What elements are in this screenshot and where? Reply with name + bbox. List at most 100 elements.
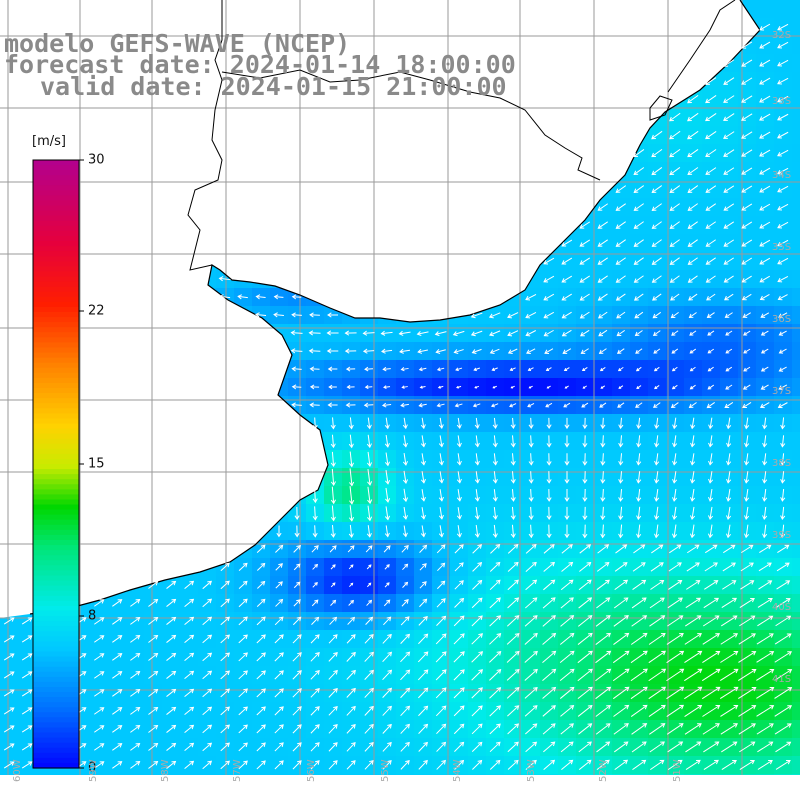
wind-arrow [744,489,750,502]
wind-arrow [684,633,702,645]
wind-arrow [330,434,336,449]
wind-arrow [719,686,739,700]
wind-arrow [741,77,753,85]
colorbar-segment [33,524,79,531]
wind-arrow [238,688,248,698]
colorbar-segment [33,246,79,252]
wind-arrow [166,616,177,625]
wind-arrow [560,597,574,609]
wind-speed-cell [792,540,800,559]
wind-arrow [330,417,336,430]
colorbar-units-label: [m/s] [32,134,66,149]
wind-arrow [563,367,570,372]
colorbar-segment [33,175,79,181]
wind-arrow [564,435,570,448]
wind-speed-cell [792,306,800,325]
wind-arrow [707,506,714,521]
colorbar-segment [33,382,79,389]
wind-arrow [651,185,663,193]
wind-arrow [723,95,735,103]
wind-arrow [723,113,735,121]
colorbar-segment [33,180,79,186]
wind-arrow [759,77,771,85]
wind-arrow [256,670,266,680]
wind-arrow [510,453,516,466]
wind-speed-cell [792,558,800,577]
wind-arrow [651,130,663,140]
wind-arrow [94,617,105,625]
wind-arrow [420,525,426,538]
wind-arrow [328,669,338,680]
wind-arrow [294,506,300,520]
wind-arrow [671,524,678,539]
wind-arrow [184,742,195,752]
wind-arrow [510,524,516,539]
wind-arrow [166,760,177,769]
wind-arrow [671,384,678,390]
colorbar-segment [33,646,79,653]
colorbar-segment [33,692,79,698]
wind-arrow [778,348,787,354]
wind-arrow [684,704,703,717]
wind-arrow [672,453,678,466]
wind-arrow [275,563,283,571]
wind-arrow [653,348,661,354]
wind-arrow [600,524,606,539]
wind-arrow [256,652,266,662]
wind-arrow [293,581,301,589]
wind-arrow [489,669,502,681]
wind-arrow [490,544,501,554]
wind-arrow [435,651,447,663]
wind-arrow [596,579,610,591]
wind-arrow [400,633,411,644]
wind-arrow [705,113,717,122]
colorbar-segment [33,519,79,526]
wind-arrow [701,668,721,682]
wind-arrow [633,275,644,283]
wind-arrow [633,185,645,193]
wind-arrow [492,471,498,484]
wind-arrow [739,597,755,608]
wind-arrow [311,616,320,625]
wind-arrow [762,471,768,484]
wind-arrow [687,130,699,140]
wind-arrow [348,564,354,570]
wind-arrow [453,651,465,663]
wind-arrow [402,488,409,503]
wind-arrow [726,506,732,521]
wind-arrow [419,563,427,571]
wind-arrow [492,489,498,502]
wind-arrow [669,167,681,176]
wind-arrow [668,580,683,590]
wind-arrow [524,597,538,609]
wind-arrow [564,524,570,539]
wind-arrow [383,545,391,553]
colorbar-segment [33,707,79,713]
wind-arrow [148,688,159,697]
wind-arrow [618,488,624,502]
wind-speed-cell [792,666,800,685]
wind-speed-cell [792,468,800,487]
wind-arrow [777,221,789,229]
wind-arrow [382,669,393,681]
wind-arrow [723,131,735,139]
wind-arrow [654,524,660,539]
colorbar-segment [33,388,79,394]
wind-arrow [542,668,557,681]
wind-arrow [383,599,391,607]
wind-arrow [344,330,357,336]
colorbar-segment [33,712,79,718]
wind-arrow [724,293,734,301]
wind-arrow [780,453,786,466]
wind-arrow [687,221,698,229]
wind-arrow [507,579,519,591]
wind-arrow [741,239,753,247]
wind-arrow [274,706,284,716]
wind-arrow [546,453,552,466]
wind-arrow [686,562,700,572]
wind-speed-cell [792,72,800,91]
colorbar-segment [33,413,79,419]
wind-arrow [546,471,552,484]
wind-arrow [689,524,696,539]
